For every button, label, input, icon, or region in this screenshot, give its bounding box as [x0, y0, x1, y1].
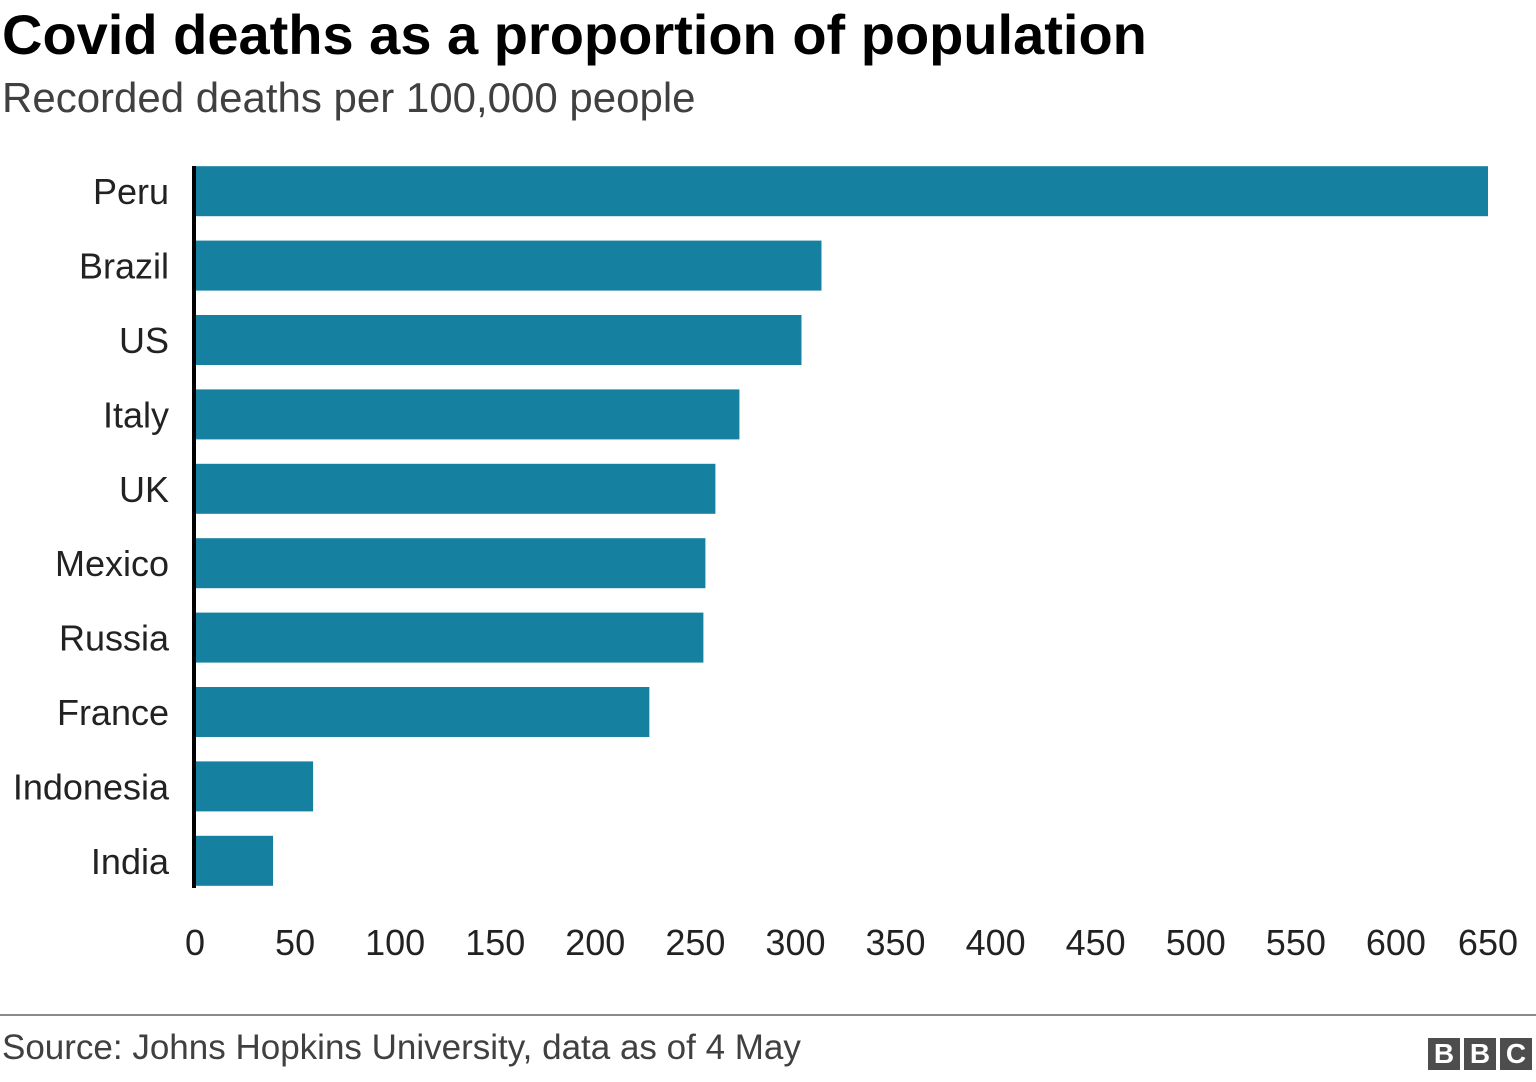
x-tick-label-200: 200: [565, 922, 625, 963]
bar-mexico: [195, 538, 706, 589]
category-label-india: India: [91, 841, 170, 882]
x-tick-label-150: 150: [465, 922, 525, 963]
bbc-logo: B B C: [1428, 1038, 1532, 1070]
x-tick-label-550: 550: [1266, 922, 1326, 963]
bar-indonesia: [195, 761, 314, 812]
bar-india: [195, 835, 274, 886]
category-label-russia: Russia: [59, 618, 170, 659]
x-tick-label-400: 400: [966, 922, 1026, 963]
chart-title: Covid deaths as a proportion of populati…: [2, 3, 1147, 66]
x-tick-label-450: 450: [1066, 922, 1126, 963]
bbc-logo-letter-c: C: [1500, 1038, 1532, 1070]
source-note: Source: Johns Hopkins University, data a…: [2, 1028, 801, 1067]
chart-subtitle: Recorded deaths per 100,000 people: [2, 74, 696, 121]
category-label-peru: Peru: [93, 171, 169, 212]
category-label-uk: UK: [119, 469, 169, 510]
bar-italy: [195, 389, 740, 440]
x-tick-label-600: 600: [1366, 922, 1426, 963]
bar-uk: [195, 463, 716, 514]
bar-us: [195, 315, 802, 365]
category-label-us: US: [119, 320, 169, 361]
x-tick-label-250: 250: [665, 922, 725, 963]
x-tick-label-650: 650: [1458, 922, 1518, 963]
bbc-logo-letter-b2: B: [1464, 1038, 1496, 1070]
bar-brazil: [195, 240, 822, 291]
footer-divider: [0, 1014, 1536, 1016]
category-label-france: France: [57, 692, 169, 733]
bar-russia: [195, 612, 704, 663]
category-label-indonesia: Indonesia: [13, 766, 170, 807]
bar-chart: Peru Brazil US Italy UK Mexico Russia France Ind…: [13, 166, 1518, 963]
bbc-logo-letter-b1: B: [1428, 1038, 1460, 1070]
bar-peru: [195, 166, 1488, 217]
category-label-mexico: Mexico: [55, 543, 169, 584]
x-tick-label-100: 100: [365, 922, 425, 963]
x-tick-label-0: 0: [185, 922, 205, 963]
bar-france: [195, 687, 650, 737]
x-tick-label-500: 500: [1166, 922, 1226, 963]
category-label-italy: Italy: [103, 394, 169, 435]
x-tick-label-350: 350: [865, 922, 925, 963]
x-tick-label-50: 50: [275, 922, 315, 963]
x-tick-label-300: 300: [765, 922, 825, 963]
category-label-brazil: Brazil: [79, 246, 169, 287]
